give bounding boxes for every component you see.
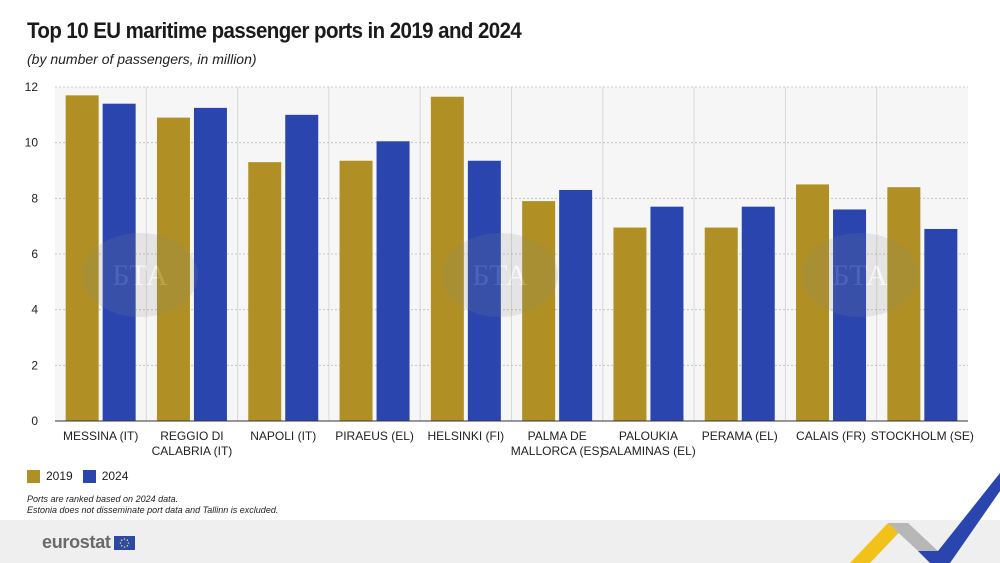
x-tick-label: MALLORCA (ES)	[511, 444, 604, 458]
legend-swatch-2019	[27, 469, 40, 483]
y-tick-label: 0	[31, 414, 38, 428]
x-tick-label: PALMA DE	[528, 429, 587, 443]
x-tick-label: PALOUKIA	[619, 429, 678, 443]
bar-2019	[613, 227, 647, 421]
y-tick-label: 4	[31, 303, 38, 317]
bar-2019	[156, 117, 190, 421]
footnote-estonia: Estonia does not disseminate port data a…	[27, 505, 279, 515]
y-tick-label: 2	[31, 358, 38, 372]
legend-item-2019: 2019	[27, 469, 73, 483]
bar-2024	[833, 209, 867, 421]
x-tick-label: PIRAEUS (EL)	[335, 429, 414, 443]
decorative-ribbon	[850, 473, 1000, 563]
legend-swatch-2024	[82, 469, 96, 483]
y-tick-label: 8	[31, 191, 38, 205]
x-tick-label: PERAMA (EL)	[702, 429, 778, 443]
bar-2019	[65, 95, 99, 421]
chart-subtitle: (by number of passengers, in million)	[27, 51, 257, 67]
svg-text:БТА: БТА	[112, 259, 168, 292]
legend-item-2024: 2024	[82, 469, 129, 483]
bar-2019	[339, 160, 373, 421]
bar-2024	[285, 114, 319, 422]
eu-flag-icon	[113, 535, 135, 550]
bar-2024	[102, 103, 136, 421]
legend-label-2024: 2024	[101, 469, 129, 483]
x-tick-label: HELSINKI (FI)	[428, 429, 505, 443]
chart-title: Top 10 EU maritime passenger ports in 20…	[27, 18, 522, 43]
footnote-ranking: Ports are ranked based on 2024 data.	[27, 494, 179, 504]
x-tick-label: SALAMINAS (EL)	[601, 444, 696, 458]
y-tick-label: 12	[25, 80, 39, 94]
bar-2024	[924, 228, 958, 421]
watermark-logo-left: БТА	[82, 233, 198, 317]
svg-text:БТА: БТА	[472, 259, 528, 292]
x-tick-label: STOCKHOLM (SE)	[871, 429, 974, 443]
x-tick-label: CALABRIA (IT)	[152, 444, 233, 458]
x-tick-label: REGGIO DI	[160, 429, 223, 443]
bar-2024	[741, 206, 775, 421]
legend-label-2019: 2019	[46, 469, 73, 483]
x-tick-label: NAPOLI (IT)	[250, 429, 316, 443]
bar-2024	[559, 189, 593, 421]
eurostat-wordmark: eurostat	[42, 532, 111, 552]
y-tick-label: 10	[25, 136, 39, 150]
footer-bar: eurostat	[0, 520, 1000, 563]
legend: 2019 2024	[27, 469, 138, 483]
bar-2019	[522, 201, 556, 421]
watermark-logo-center: БТА	[442, 233, 558, 317]
bar-2024	[467, 160, 501, 421]
bar-2019	[887, 187, 921, 421]
footnotes: Ports are ranked based on 2024 data. Est…	[27, 494, 278, 516]
x-tick-label: MESSINA (IT)	[63, 429, 138, 443]
bar-2019	[704, 227, 738, 421]
bar-2019	[248, 162, 282, 421]
bar-2024	[376, 141, 410, 421]
bar-2019	[796, 184, 830, 421]
bar-2019	[430, 96, 464, 421]
y-tick-label: 6	[31, 247, 38, 261]
x-tick-label: CALAIS (FR)	[796, 429, 866, 443]
eurostat-logo: eurostat	[42, 532, 135, 553]
watermark-logo-right: БТА	[802, 233, 918, 317]
bar-2024	[193, 107, 227, 421]
bar-2024	[650, 206, 684, 421]
svg-text:БТА: БТА	[832, 259, 888, 292]
